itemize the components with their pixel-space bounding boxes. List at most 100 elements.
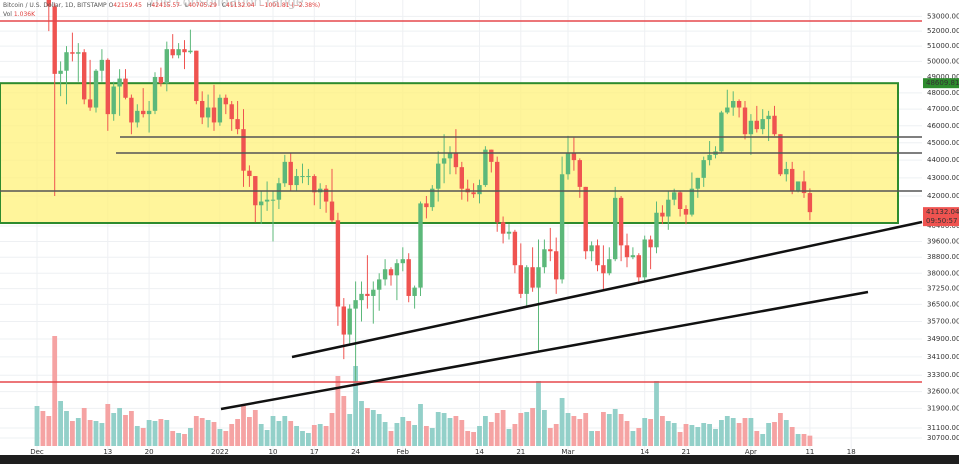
volume-bar: [671, 423, 677, 446]
candle-body: [188, 50, 193, 53]
volume-bar: [801, 434, 807, 446]
volume-label: Vol: [3, 11, 12, 18]
candle-body: [129, 97, 134, 123]
x-tick-label: 20: [145, 448, 154, 456]
volume-bar: [542, 410, 547, 446]
volume-bar: [376, 414, 382, 446]
ohlc-letter: L: [184, 2, 189, 9]
bottom-bar: [0, 455, 959, 464]
volume-bar: [471, 432, 476, 446]
candle-body: [542, 249, 547, 268]
volume-bar: [129, 411, 134, 446]
volume-bar: [665, 421, 671, 446]
candle-body: [264, 199, 270, 202]
candle-body: [235, 119, 240, 130]
volume-bar: [601, 412, 606, 446]
volume-bar: [748, 418, 754, 446]
x-tick-label: 24: [351, 448, 360, 456]
volume-bar: [807, 435, 813, 446]
candle-body: [412, 287, 417, 296]
ohlc-value: 42159.45: [113, 2, 142, 9]
volume-bar: [329, 413, 335, 446]
candle-body: [436, 163, 441, 189]
candle-body: [58, 70, 63, 74]
volume-bar: [547, 428, 553, 446]
y-tick-label: 52000.00: [927, 27, 959, 35]
volume-bar: [465, 431, 471, 446]
y-tick-label: 39600.00: [927, 237, 959, 245]
candle-body: [152, 77, 158, 111]
ohlc-letter: O: [108, 2, 114, 9]
y-tick-label: 38800.00: [927, 253, 959, 261]
x-tick-label: 18: [847, 448, 856, 456]
candle-body: [742, 107, 748, 135]
volume-bar: [606, 414, 612, 446]
candle-body: [117, 78, 122, 87]
price-badge-label: 41132.04: [926, 208, 959, 216]
y-tick-label: 53000.00: [927, 12, 959, 20]
volume-bar: [335, 376, 341, 446]
candle-body: [495, 161, 500, 223]
volume-bar: [87, 420, 93, 446]
candle-body: [259, 201, 264, 206]
legend: Bitcoin / U.S. Dollar, 1D, BITSTAMP O421…: [3, 1, 323, 19]
candle-body: [211, 107, 217, 123]
volume-bar: [713, 429, 718, 446]
candle-body: [660, 212, 665, 217]
candle-body: [329, 201, 335, 221]
candle-body: [790, 168, 795, 191]
candle-body: [312, 176, 317, 193]
ohlc-value: 40705.29: [188, 2, 217, 9]
candle-body: [725, 107, 730, 113]
candle-body: [294, 176, 299, 186]
candle-body: [512, 231, 518, 266]
candle-body: [654, 212, 659, 248]
candle-body: [394, 263, 400, 276]
candle-body: [371, 289, 376, 296]
ohlc-value: 42415.57: [151, 2, 181, 9]
candle-body: [430, 188, 435, 208]
volume-bar: [188, 428, 193, 446]
volume-bar: [46, 416, 52, 446]
volume-bar: [518, 413, 524, 446]
volume-bar: [530, 408, 535, 446]
volume-bar: [317, 424, 323, 446]
y-tick-label: 30700.00: [927, 434, 959, 442]
candle-body: [164, 49, 169, 84]
volume-bar: [783, 420, 789, 446]
candle-body: [577, 160, 582, 187]
volume-bar: [105, 404, 111, 446]
candle-body: [601, 265, 606, 274]
volume-bar: [99, 423, 105, 446]
volume-bar: [288, 421, 294, 446]
volume-bar: [146, 420, 152, 446]
volume-bar: [300, 431, 305, 446]
volume-bar: [724, 416, 730, 446]
y-tick-label: 47000.00: [927, 105, 959, 113]
candle-body: [447, 153, 453, 159]
candle-body: [571, 153, 577, 161]
volume-bar: [441, 413, 447, 446]
x-tick-label: 14: [475, 448, 484, 456]
volume-bar: [93, 421, 99, 446]
candle-body: [170, 49, 175, 56]
candle-body: [241, 129, 246, 171]
volume-bar: [612, 409, 618, 446]
volume-bar: [789, 427, 795, 446]
volume-bar: [359, 401, 364, 446]
ohlc-letter: H: [146, 2, 152, 9]
x-tick-label: 13: [103, 448, 112, 456]
trend-line: [291, 220, 923, 359]
volume-bar: [624, 421, 630, 446]
volume-bar: [388, 431, 394, 446]
volume-bar: [282, 416, 288, 446]
candle-body: [176, 49, 181, 56]
volume-bar: [754, 431, 760, 446]
volume-bar: [512, 424, 518, 446]
volume-bar: [453, 416, 459, 446]
candle-body: [677, 192, 683, 209]
candle-body: [736, 101, 742, 108]
candle-body: [672, 192, 677, 200]
candle-body: [778, 134, 783, 175]
x-tick-label: 10: [269, 448, 278, 456]
